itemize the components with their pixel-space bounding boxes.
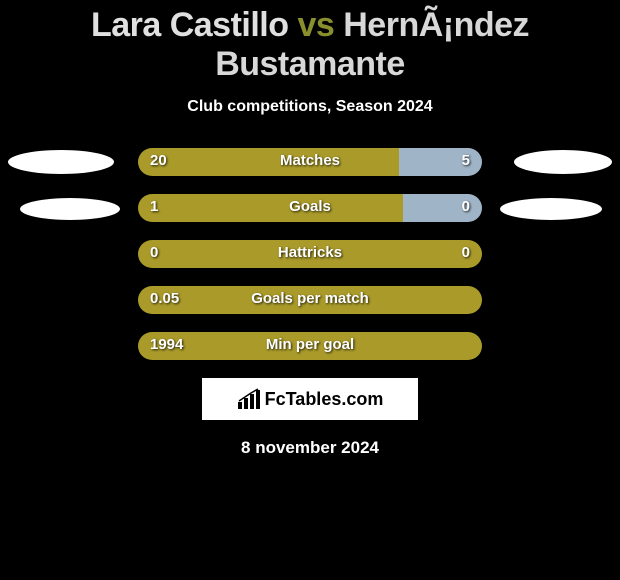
title-player1: Lara Castillo <box>91 6 289 44</box>
stat-bar: 10Goals <box>138 194 482 222</box>
stat-rows: 205Matches 10Goals 00Hattricks 0.05Goals pe… <box>0 148 620 360</box>
stat-bar: 00Hattricks <box>138 240 482 268</box>
stat-bar: 205Matches <box>138 148 482 176</box>
stat-row: 1994Min per goal <box>0 332 620 360</box>
branding-box: FcTables.com <box>202 378 418 420</box>
title-vs: vs <box>297 6 334 44</box>
stat-label: Goals per match <box>138 290 482 307</box>
stat-bar: 0.05Goals per match <box>138 286 482 314</box>
stat-row: 00Hattricks <box>0 240 620 268</box>
player2-logo-ellipse <box>500 198 602 220</box>
page-title: Lara Castillo vs HernÃ¡ndez Bustamante <box>0 0 620 84</box>
player1-logo-ellipse <box>20 198 120 220</box>
subtitle: Club competitions, Season 2024 <box>0 98 620 116</box>
stat-row: 205Matches <box>0 148 620 176</box>
stat-label: Goals <box>138 198 482 215</box>
stat-row: 10Goals <box>0 194 620 222</box>
branding-text: FcTables.com <box>265 389 384 410</box>
chart-icon <box>237 388 261 410</box>
stat-label: Matches <box>138 152 482 169</box>
stat-label: Min per goal <box>138 336 482 353</box>
player2-logo-ellipse <box>514 150 612 174</box>
stat-label: Hattricks <box>138 244 482 261</box>
player1-logo-ellipse <box>8 150 114 174</box>
stat-row: 0.05Goals per match <box>0 286 620 314</box>
date-text: 8 november 2024 <box>0 438 620 458</box>
comparison-page: Lara Castillo vs HernÃ¡ndez Bustamante C… <box>0 0 620 580</box>
stat-bar: 1994Min per goal <box>138 332 482 360</box>
